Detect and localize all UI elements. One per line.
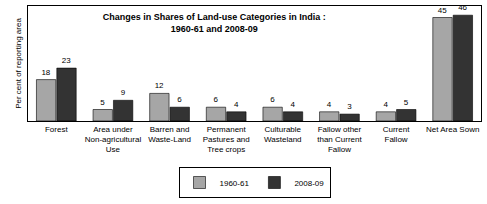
svg-text:CurrentFallow: CurrentFallow (383, 125, 410, 144)
svg-text:4: 4 (234, 100, 239, 109)
svg-text:18: 18 (41, 68, 50, 77)
svg-text:5: 5 (404, 98, 409, 107)
svg-text:9: 9 (121, 88, 126, 97)
svg-text:6: 6 (177, 95, 182, 104)
svg-text:1960-61: 1960-61 (220, 179, 250, 188)
svg-text:Net Area Sown: Net Area Sown (426, 125, 479, 134)
svg-text:12: 12 (155, 81, 164, 90)
svg-text:Area underNon-agriculturalUse: Area underNon-agriculturalUse (85, 125, 142, 155)
svg-text:4: 4 (327, 100, 332, 109)
svg-text:Per cent of reporting area: Per cent of reporting area (14, 18, 23, 109)
svg-text:3: 3 (347, 102, 352, 111)
svg-text:Fallow otherthan CurrentFallow: Fallow otherthan CurrentFallow (317, 125, 362, 155)
svg-text:45: 45 (438, 6, 447, 15)
svg-text:6: 6 (270, 95, 275, 104)
svg-text:Forest: Forest (45, 125, 68, 134)
svg-text:4: 4 (291, 100, 296, 109)
svg-text:23: 23 (62, 56, 71, 65)
svg-text:5: 5 (100, 98, 105, 107)
svg-text:Barren andWaste-Land: Barren andWaste-Land (148, 125, 191, 144)
svg-text:PermanentPastures andTree crop: PermanentPastures andTree crops (203, 125, 250, 155)
svg-text:46: 46 (458, 3, 467, 12)
svg-text:6: 6 (213, 95, 218, 104)
svg-text:4: 4 (383, 100, 388, 109)
svg-text:2008-09: 2008-09 (294, 179, 324, 188)
svg-text:Changes in Shares of Land-use: Changes in Shares of Land-use Categories… (103, 12, 326, 34)
svg-text:CulturableWasteland: CulturableWasteland (264, 125, 302, 144)
